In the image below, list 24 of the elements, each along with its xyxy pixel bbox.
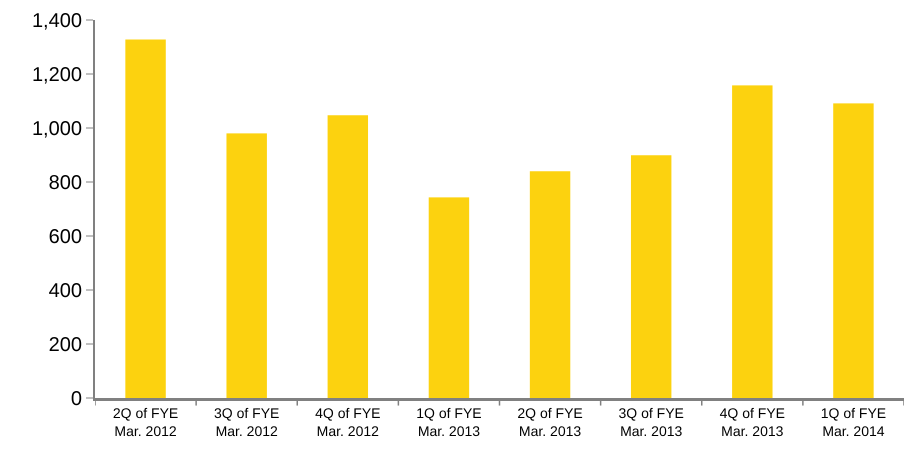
x-tick-label: 1Q of FYE Mar. 2014 <box>820 404 886 439</box>
x-tick-label: 4Q of FYE Mar. 2012 <box>315 404 380 439</box>
bar <box>428 197 470 398</box>
x-tick-label: 2Q of FYE Mar. 2013 <box>517 404 583 439</box>
bar <box>630 155 672 398</box>
y-tick-label: 1,200 <box>32 64 82 86</box>
y-tick-label: 200 <box>48 334 82 356</box>
y-tick-label: 600 <box>48 226 82 248</box>
bar <box>125 39 166 398</box>
bar <box>530 171 570 398</box>
x-tick-label: 3Q of FYE Mar. 2012 <box>214 404 280 439</box>
y-tick-label: 1,400 <box>32 10 82 32</box>
y-tick-label: 0 <box>70 388 82 410</box>
bar <box>732 85 773 398</box>
y-tick-label: 400 <box>48 280 82 302</box>
y-tick-label: 1,000 <box>32 118 82 140</box>
y-tick-label: 800 <box>48 172 82 194</box>
x-tick-label: 2Q of FYE Mar. 2012 <box>112 404 178 439</box>
x-tick-label: 1Q of FYE Mar. 2013 <box>416 404 482 439</box>
x-tick-label: 3Q of FYE Mar. 2013 <box>618 404 684 439</box>
bar <box>328 115 368 398</box>
bar <box>833 103 874 398</box>
x-tick-label: 4Q of FYE Mar. 2013 <box>720 404 785 439</box>
bar <box>226 133 267 398</box>
